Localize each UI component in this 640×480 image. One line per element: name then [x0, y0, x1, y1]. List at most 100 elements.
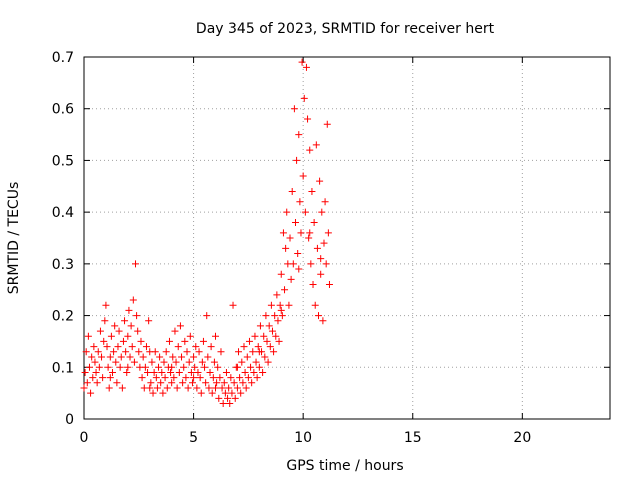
- data-point: [202, 379, 210, 387]
- data-point: [325, 281, 333, 289]
- data-point: [183, 348, 191, 356]
- data-point: [321, 198, 329, 206]
- data-point: [214, 363, 222, 371]
- y-tick-label: 0.7: [52, 50, 74, 66]
- y-tick-label: 0.4: [52, 205, 74, 221]
- data-point: [174, 343, 182, 351]
- data-point: [252, 358, 260, 366]
- data-point: [139, 353, 147, 361]
- data-point: [137, 337, 145, 345]
- data-point: [279, 229, 287, 237]
- data-point: [250, 368, 258, 376]
- data-point: [218, 384, 226, 392]
- data-point: [283, 208, 291, 216]
- data-point: [184, 384, 192, 392]
- x-tick-label: 15: [404, 430, 422, 446]
- data-point: [168, 379, 176, 387]
- data-point: [190, 374, 198, 382]
- data-point: [114, 343, 122, 351]
- data-point: [224, 394, 232, 402]
- data-point: [127, 322, 135, 330]
- data-point: [195, 348, 203, 356]
- data-point: [216, 374, 224, 382]
- data-point: [157, 379, 165, 387]
- data-point: [299, 172, 307, 180]
- data-point: [126, 353, 134, 361]
- data-point: [282, 244, 290, 252]
- data-point: [160, 358, 168, 366]
- data-point: [99, 374, 107, 382]
- data-point: [148, 358, 156, 366]
- data-point: [247, 363, 255, 371]
- data-point: [309, 281, 317, 289]
- data-point: [306, 229, 314, 237]
- data-point: [147, 379, 155, 387]
- data-point: [168, 363, 176, 371]
- grid: [84, 57, 610, 419]
- data-point: [193, 384, 201, 392]
- data-point: [255, 363, 263, 371]
- data-point: [318, 208, 326, 216]
- data-point: [170, 374, 178, 382]
- data-point: [123, 368, 131, 376]
- data-point: [149, 389, 157, 397]
- data-point: [186, 332, 194, 340]
- data-point: [307, 260, 315, 268]
- data-point: [181, 337, 189, 345]
- data-point: [92, 368, 100, 376]
- data-point: [107, 332, 115, 340]
- data-point: [276, 301, 284, 309]
- data-point: [158, 368, 166, 376]
- data-point: [194, 368, 202, 376]
- data-point: [199, 337, 207, 345]
- data-point: [91, 358, 99, 366]
- data-point: [134, 327, 142, 335]
- data-point: [286, 234, 294, 242]
- data-point: [317, 255, 325, 263]
- data-point: [141, 363, 149, 371]
- data-point: [256, 322, 264, 330]
- y-tick-label: 0.1: [52, 360, 74, 376]
- data-point: [302, 63, 310, 71]
- data-point: [133, 312, 141, 320]
- data-point: [165, 337, 173, 345]
- data-point: [277, 306, 285, 314]
- data-point: [110, 348, 118, 356]
- data-point: [161, 374, 169, 382]
- data-point: [173, 384, 181, 392]
- data-point: [222, 368, 230, 376]
- data-point: [264, 358, 272, 366]
- data-point: [138, 374, 146, 382]
- data-point: [248, 379, 256, 387]
- data-point: [253, 374, 261, 382]
- data-point: [293, 156, 301, 164]
- data-point: [102, 301, 110, 309]
- data-point: [206, 368, 214, 376]
- data-point: [231, 394, 239, 402]
- data-point: [315, 312, 323, 320]
- data-point: [172, 358, 180, 366]
- data-point: [84, 332, 92, 340]
- data-point: [278, 312, 286, 320]
- data-point: [215, 394, 223, 402]
- data-point: [112, 358, 120, 366]
- x-tick-label: 20: [513, 430, 531, 446]
- data-point: [265, 322, 273, 330]
- data-point: [266, 343, 274, 351]
- data-point: [297, 229, 305, 237]
- data-point: [238, 358, 246, 366]
- data-point: [274, 317, 282, 325]
- data-point: [251, 332, 259, 340]
- data-point: [260, 332, 268, 340]
- data-point: [106, 374, 114, 382]
- chart-title: Day 345 of 2023, SRMTID for receiver her…: [196, 21, 495, 37]
- data-point: [311, 301, 319, 309]
- data-point: [285, 301, 293, 309]
- axis-ticks: 0 5 10 15 20 0 0.1 0.2 0.3 0.4 0.5 0.6 0.7: [52, 50, 610, 446]
- data-point: [82, 348, 90, 356]
- data-point: [273, 291, 281, 299]
- data-point: [94, 348, 102, 356]
- data-point: [167, 368, 175, 376]
- data-point: [275, 337, 283, 345]
- data-point: [212, 384, 219, 392]
